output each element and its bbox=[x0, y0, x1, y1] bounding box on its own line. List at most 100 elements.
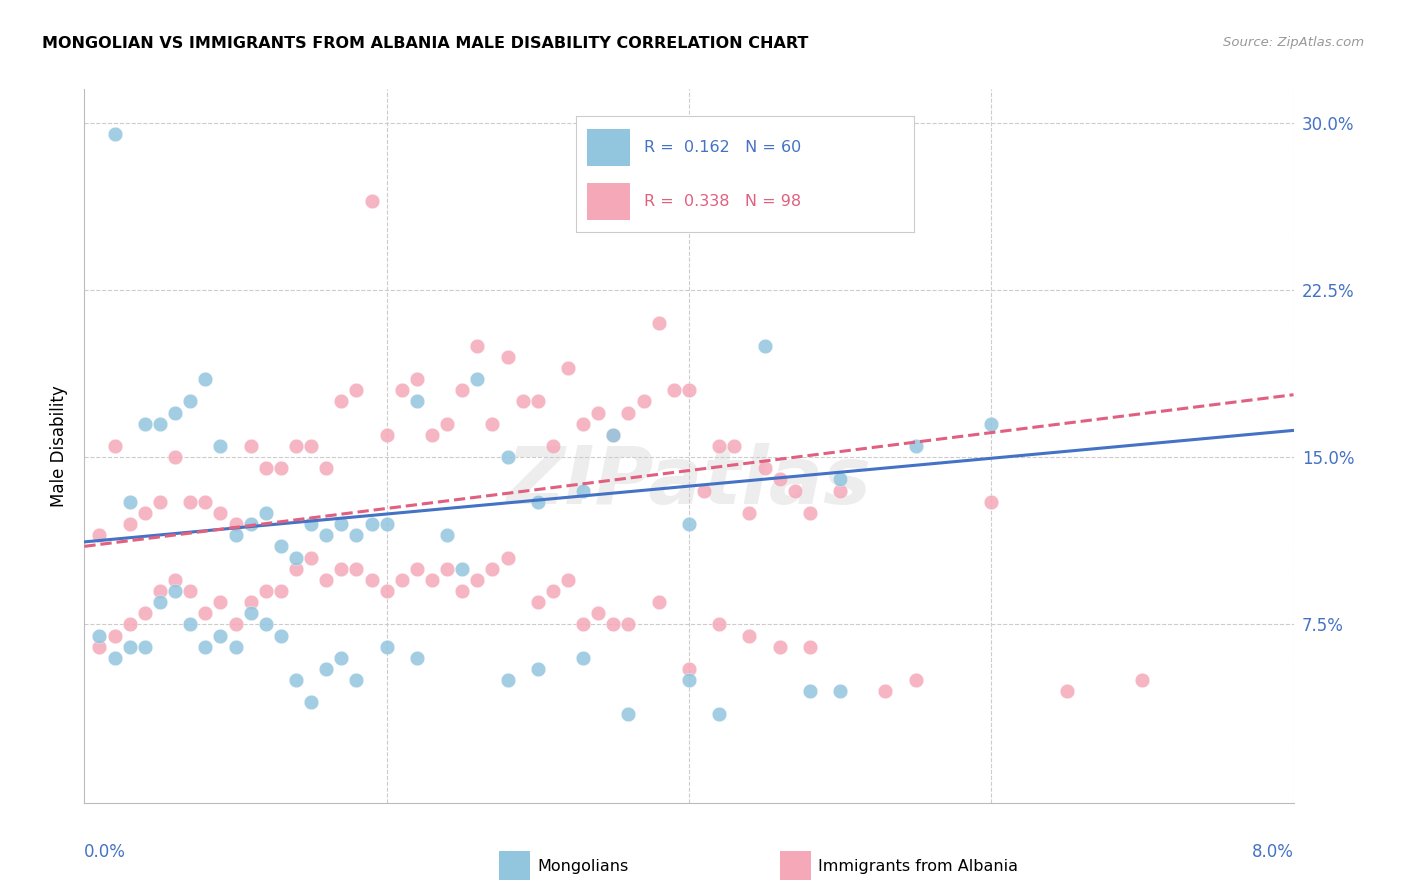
Point bbox=[738, 628, 761, 642]
Point bbox=[572, 483, 595, 498]
Point bbox=[830, 472, 852, 486]
Point bbox=[118, 494, 141, 508]
Point bbox=[557, 573, 579, 587]
Point bbox=[165, 573, 187, 587]
Point bbox=[270, 583, 292, 598]
Point bbox=[557, 361, 579, 376]
Bar bbox=[586, 183, 630, 220]
Point bbox=[678, 662, 700, 676]
Point bbox=[209, 595, 232, 609]
Point bbox=[149, 417, 172, 431]
Point bbox=[693, 483, 716, 498]
Point bbox=[165, 583, 187, 598]
Point bbox=[451, 384, 474, 398]
Text: Mongolians: Mongolians bbox=[537, 859, 628, 873]
Text: MONGOLIAN VS IMMIGRANTS FROM ALBANIA MALE DISABILITY CORRELATION CHART: MONGOLIAN VS IMMIGRANTS FROM ALBANIA MAL… bbox=[42, 36, 808, 51]
Y-axis label: Male Disability: Male Disability bbox=[51, 385, 69, 507]
Point bbox=[662, 384, 685, 398]
Text: 0.0%: 0.0% bbox=[84, 843, 127, 861]
Point bbox=[709, 617, 731, 632]
Text: Immigrants from Albania: Immigrants from Albania bbox=[818, 859, 1018, 873]
Point bbox=[375, 517, 398, 532]
Point bbox=[602, 427, 624, 442]
Point bbox=[678, 517, 700, 532]
Point bbox=[346, 528, 368, 542]
Point bbox=[194, 494, 217, 508]
Point bbox=[270, 539, 292, 553]
Point bbox=[572, 617, 595, 632]
Point bbox=[572, 651, 595, 665]
Point bbox=[602, 617, 624, 632]
Point bbox=[134, 506, 156, 520]
Point bbox=[254, 583, 277, 598]
Point bbox=[572, 417, 595, 431]
Point bbox=[678, 384, 700, 398]
Point bbox=[209, 439, 232, 453]
Point bbox=[496, 550, 519, 565]
Point bbox=[648, 317, 671, 331]
Point bbox=[149, 583, 172, 598]
Text: R =  0.338   N = 98: R = 0.338 N = 98 bbox=[644, 194, 801, 210]
Point bbox=[299, 696, 322, 710]
Point bbox=[980, 494, 1002, 508]
Point bbox=[118, 517, 141, 532]
Point bbox=[104, 628, 127, 642]
Point bbox=[904, 439, 927, 453]
Point bbox=[436, 417, 458, 431]
Point bbox=[239, 595, 262, 609]
Point bbox=[375, 427, 398, 442]
Point bbox=[285, 439, 308, 453]
Point bbox=[406, 651, 429, 665]
Point bbox=[360, 517, 382, 532]
Point bbox=[709, 439, 731, 453]
Point bbox=[406, 372, 429, 386]
Point bbox=[330, 562, 353, 576]
Point bbox=[360, 573, 382, 587]
Point bbox=[467, 573, 489, 587]
Point bbox=[89, 628, 111, 642]
Point bbox=[799, 684, 821, 698]
Point bbox=[346, 673, 368, 687]
Point bbox=[315, 461, 337, 475]
Point bbox=[391, 573, 413, 587]
Point bbox=[406, 394, 429, 409]
Point bbox=[436, 562, 458, 576]
Point bbox=[588, 405, 610, 419]
Point bbox=[118, 640, 141, 654]
Point bbox=[118, 617, 141, 632]
Point bbox=[375, 640, 398, 654]
Point bbox=[406, 562, 429, 576]
Point bbox=[285, 550, 308, 565]
Point bbox=[420, 427, 443, 442]
Point bbox=[481, 562, 503, 576]
Point bbox=[436, 528, 458, 542]
Point bbox=[330, 651, 353, 665]
Point bbox=[481, 417, 503, 431]
Point bbox=[769, 640, 792, 654]
Point bbox=[1056, 684, 1078, 698]
Point bbox=[134, 417, 156, 431]
Text: Source: ZipAtlas.com: Source: ZipAtlas.com bbox=[1223, 36, 1364, 49]
Point bbox=[179, 394, 201, 409]
Point bbox=[678, 673, 700, 687]
Point bbox=[299, 439, 322, 453]
Point bbox=[588, 607, 610, 621]
Point bbox=[375, 583, 398, 598]
Point bbox=[194, 640, 217, 654]
Text: 8.0%: 8.0% bbox=[1251, 843, 1294, 861]
Point bbox=[617, 405, 640, 419]
Point bbox=[451, 562, 474, 576]
Bar bbox=[586, 128, 630, 166]
Point bbox=[209, 628, 232, 642]
Point bbox=[149, 595, 172, 609]
Point bbox=[299, 550, 322, 565]
Text: R =  0.162   N = 60: R = 0.162 N = 60 bbox=[644, 140, 801, 155]
Point bbox=[723, 439, 745, 453]
Point bbox=[783, 483, 806, 498]
Point bbox=[315, 662, 337, 676]
Point bbox=[285, 673, 308, 687]
Point bbox=[420, 573, 443, 587]
Point bbox=[527, 494, 550, 508]
Point bbox=[496, 450, 519, 464]
Point bbox=[104, 651, 127, 665]
